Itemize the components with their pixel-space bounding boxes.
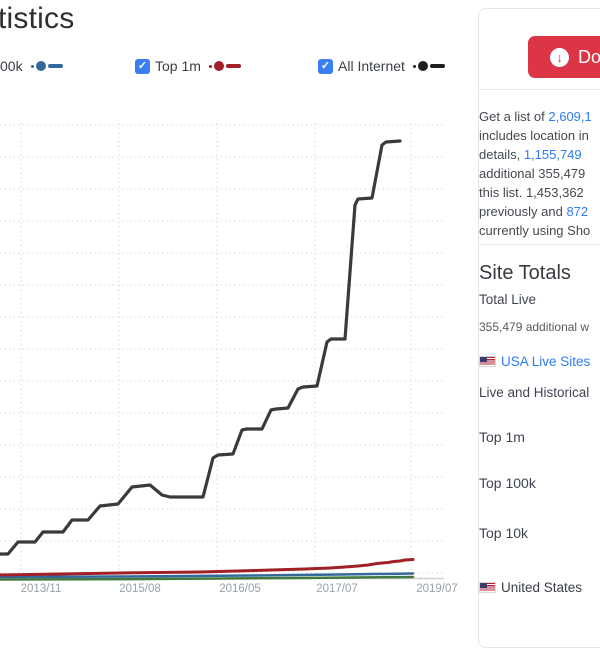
- chart-legend: 00k ✓ Top 1m ✓ All Internet: [0, 58, 462, 78]
- legend-item-all-internet[interactable]: ✓ All Internet: [318, 58, 445, 74]
- checked-checkbox-icon[interactable]: ✓: [135, 58, 150, 74]
- paragraph-line: previously and 872: [479, 204, 589, 219]
- sidebar-card: ↓ Download Get a list of 2,609,1 include…: [478, 8, 600, 648]
- count-link[interactable]: 1,155,749: [523, 147, 582, 162]
- series-marker-icon: [30, 61, 63, 71]
- series-line-top-100k: [0, 572, 415, 579]
- totals-row-top-10k: Top 10k: [479, 525, 529, 541]
- x-tick-label: 2019/07: [416, 583, 458, 595]
- lead-paragraph: Get a list of 2,609,1 includes location …: [479, 107, 600, 240]
- paragraph-line: currently using Sho: [479, 223, 591, 238]
- checked-checkbox-icon[interactable]: ✓: [318, 58, 333, 74]
- x-tick-label: 2017/07: [316, 583, 358, 595]
- usa-live-sites-link[interactable]: USA Live Sites: [479, 354, 590, 369]
- series-line-all-internet: [0, 139, 402, 556]
- paragraph-line: details, 1,155,749: [479, 147, 582, 162]
- legend-item-top-1m[interactable]: ✓ Top 1m: [135, 58, 241, 74]
- site-totals-heading: Site Totals: [479, 262, 571, 284]
- totals-row-top-100k: Top 100k: [479, 475, 536, 491]
- legend-label: 00k: [0, 58, 23, 74]
- total-live-label: Total Live: [479, 292, 537, 307]
- additional-note: 355,479 additional w: [479, 320, 590, 334]
- download-button-label: Download: [578, 46, 600, 67]
- paragraph-line: includes location in: [479, 128, 589, 143]
- page-title: tistics: [0, 2, 75, 35]
- divider: [479, 89, 600, 90]
- series-line-top-1m: [0, 558, 415, 577]
- usa-flag-icon: [479, 356, 496, 367]
- series-marker-icon: [412, 61, 445, 71]
- united-states-row[interactable]: United States: [479, 580, 582, 595]
- divider: [479, 244, 600, 245]
- legend-label: Top 1m: [155, 58, 201, 74]
- series-marker-icon: [208, 61, 241, 71]
- x-tick-label: 2015/08: [119, 583, 161, 595]
- chart-canvas: 2013/11 2015/08 2016/05 2017/07 2019/07: [0, 123, 458, 595]
- legend-item-top-100k[interactable]: 00k: [0, 58, 63, 74]
- totals-row-top-1m: Top 1m: [479, 429, 525, 445]
- x-tick-label: 2013/11: [21, 583, 62, 595]
- x-tick-label: 2016/05: [219, 583, 261, 595]
- usa-flag-icon: [479, 582, 496, 593]
- usage-trend-chart: 2013/11 2015/08 2016/05 2017/07 2019/07: [0, 100, 462, 600]
- count-link[interactable]: 872: [566, 204, 589, 219]
- legend-label: All Internet: [338, 58, 405, 74]
- paragraph-line: additional 355,479: [479, 166, 586, 181]
- paragraph-line: Get a list of 2,609,1: [479, 109, 592, 124]
- series-line-top-10k: [0, 575, 415, 581]
- count-link[interactable]: 2,609,1: [548, 109, 592, 124]
- download-button[interactable]: ↓ Download: [528, 36, 600, 78]
- download-arrow-icon: ↓: [550, 47, 569, 67]
- live-historical-label: Live and Historical: [479, 385, 590, 400]
- paragraph-line: this list. 1,453,362: [479, 185, 584, 200]
